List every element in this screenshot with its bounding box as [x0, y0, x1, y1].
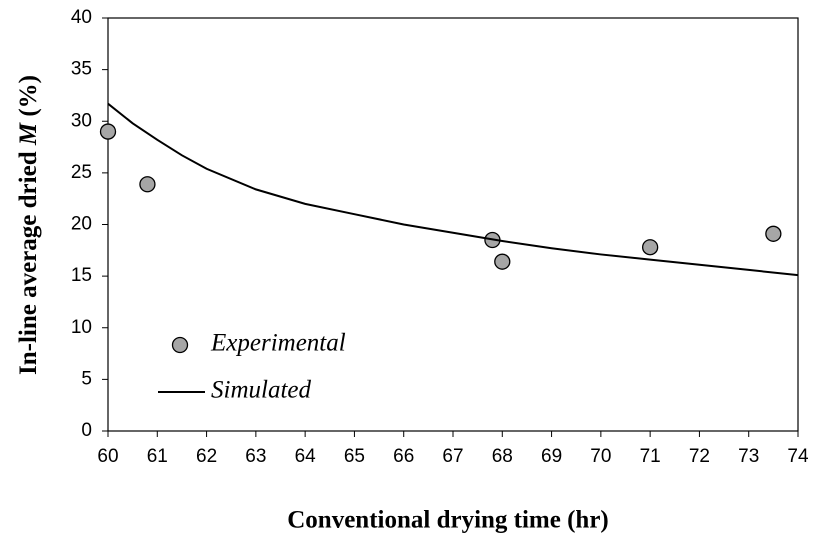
y-tick-label: 10	[71, 317, 92, 338]
x-tick-label: 68	[492, 446, 513, 467]
y-label-unit: (%)	[15, 75, 42, 117]
y-tick-label: 40	[71, 7, 92, 28]
data-point	[641, 239, 659, 256]
x-tick-label: 66	[393, 446, 414, 467]
x-axis-label: Conventional drying time (hr)	[287, 507, 609, 534]
simulated-line	[107, 102, 799, 277]
legend-marker	[171, 336, 189, 354]
x-tick-label: 71	[640, 446, 661, 467]
x-tick-label: 74	[787, 446, 809, 467]
data-point	[765, 225, 782, 242]
y-tick-label: 15	[71, 265, 92, 286]
x-tick-label: 72	[689, 446, 710, 467]
x-tick-label: 73	[738, 446, 759, 467]
x-tick-label: 69	[541, 446, 562, 467]
y-tick-label: 0	[81, 420, 92, 441]
y-label-text: In-line average dried	[15, 151, 42, 375]
data-point	[494, 253, 511, 270]
plot-frame	[107, 17, 799, 432]
y-tick-label: 20	[71, 214, 92, 235]
legend-label: Experimental	[210, 330, 346, 357]
data-point	[99, 123, 117, 140]
x-tick-label: 65	[344, 446, 365, 467]
x-tick-label: 63	[245, 446, 266, 467]
x-tick-label: 62	[196, 446, 217, 467]
x-tick-label: 64	[295, 446, 317, 467]
x-tick-label: 70	[590, 446, 611, 467]
data-point	[139, 176, 156, 193]
legend-label: Simulated	[211, 377, 311, 404]
y-tick-label: 30	[71, 110, 92, 131]
y-tick-label: 5	[81, 368, 92, 389]
y-label-italic: M	[15, 122, 42, 146]
y-axis-label: In-line average dried M (%)	[15, 75, 42, 375]
y-tick-label: 25	[71, 162, 92, 183]
x-tick-label: 61	[147, 446, 168, 467]
x-tick-label: 60	[97, 446, 118, 467]
x-tick-label: 67	[442, 446, 463, 467]
y-tick-label: 35	[71, 59, 92, 80]
